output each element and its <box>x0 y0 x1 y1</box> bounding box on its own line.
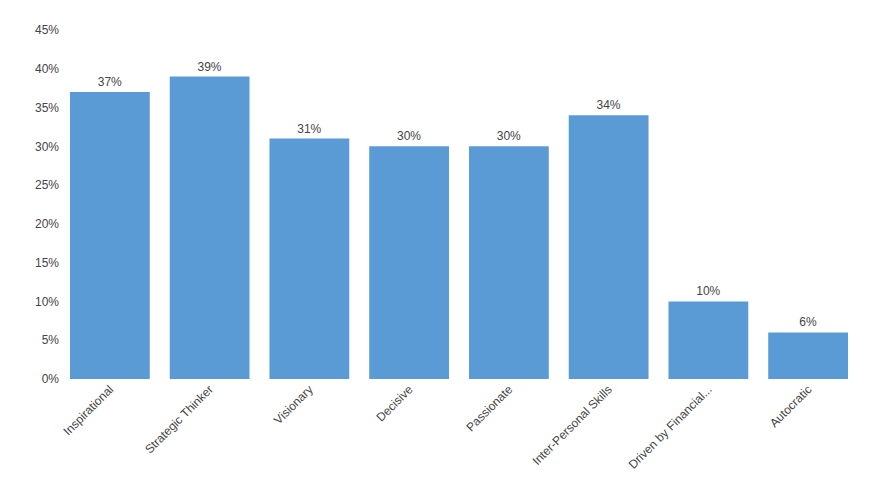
svg-text:10%: 10% <box>35 295 59 309</box>
svg-text:37%: 37% <box>98 75 122 89</box>
svg-text:20%: 20% <box>35 217 59 231</box>
svg-text:39%: 39% <box>197 60 221 74</box>
svg-text:0%: 0% <box>42 372 60 386</box>
svg-text:Inspirational: Inspirational <box>61 382 117 438</box>
svg-text:Driven by Financial...: Driven by Financial... <box>626 382 715 471</box>
svg-text:6%: 6% <box>799 315 817 329</box>
svg-text:15%: 15% <box>35 256 59 270</box>
svg-text:34%: 34% <box>596 98 620 112</box>
svg-text:45%: 45% <box>35 23 59 37</box>
svg-text:Decisive: Decisive <box>374 382 416 424</box>
svg-text:30%: 30% <box>35 140 59 154</box>
svg-text:31%: 31% <box>297 122 321 136</box>
svg-text:5%: 5% <box>42 333 60 347</box>
svg-text:Autocratic: Autocratic <box>767 382 815 430</box>
svg-text:35%: 35% <box>35 101 59 115</box>
svg-text:Strategic Thinker: Strategic Thinker <box>142 382 216 456</box>
svg-text:Inter-Personal Skills: Inter-Personal Skills <box>530 382 615 467</box>
svg-text:30%: 30% <box>497 129 521 143</box>
svg-text:30%: 30% <box>397 129 421 143</box>
svg-text:Passionate: Passionate <box>463 382 515 434</box>
svg-text:10%: 10% <box>696 284 720 298</box>
svg-text:Visionary: Visionary <box>271 382 316 427</box>
svg-text:40%: 40% <box>35 62 59 76</box>
svg-text:25%: 25% <box>35 178 59 192</box>
